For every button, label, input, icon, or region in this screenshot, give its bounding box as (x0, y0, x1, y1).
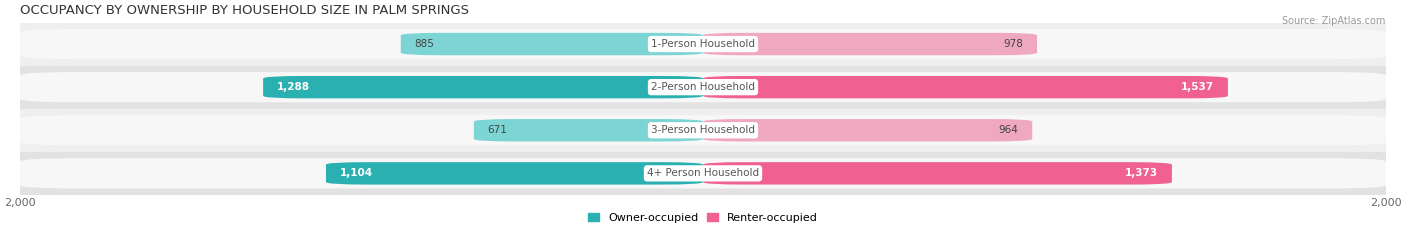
FancyBboxPatch shape (20, 115, 1386, 145)
Bar (20, 66, 1386, 109)
Text: 978: 978 (1004, 39, 1024, 49)
Bar (20, 152, 1386, 195)
Text: Source: ZipAtlas.com: Source: ZipAtlas.com (1281, 16, 1385, 26)
Text: 4+ Person Household: 4+ Person Household (647, 168, 759, 178)
Text: 671: 671 (488, 125, 508, 135)
Text: OCCUPANCY BY OWNERSHIP BY HOUSEHOLD SIZE IN PALM SPRINGS: OCCUPANCY BY OWNERSHIP BY HOUSEHOLD SIZE… (20, 4, 470, 17)
FancyBboxPatch shape (474, 119, 703, 141)
Text: 964: 964 (998, 125, 1018, 135)
Text: 1,288: 1,288 (277, 82, 309, 92)
Text: 885: 885 (415, 39, 434, 49)
Bar (20, 109, 1386, 152)
Legend: Owner-occupied, Renter-occupied: Owner-occupied, Renter-occupied (583, 208, 823, 227)
Text: 1,373: 1,373 (1125, 168, 1159, 178)
Text: 1,537: 1,537 (1181, 82, 1215, 92)
FancyBboxPatch shape (20, 72, 1386, 102)
FancyBboxPatch shape (703, 119, 1032, 141)
FancyBboxPatch shape (326, 162, 703, 185)
Bar (20, 23, 1386, 66)
FancyBboxPatch shape (703, 33, 1038, 55)
FancyBboxPatch shape (20, 158, 1386, 188)
Text: 1,104: 1,104 (340, 168, 373, 178)
FancyBboxPatch shape (20, 29, 1386, 59)
FancyBboxPatch shape (703, 76, 1227, 98)
Text: 3-Person Household: 3-Person Household (651, 125, 755, 135)
FancyBboxPatch shape (703, 162, 1171, 185)
Text: 2-Person Household: 2-Person Household (651, 82, 755, 92)
Text: 1-Person Household: 1-Person Household (651, 39, 755, 49)
FancyBboxPatch shape (263, 76, 703, 98)
FancyBboxPatch shape (401, 33, 703, 55)
